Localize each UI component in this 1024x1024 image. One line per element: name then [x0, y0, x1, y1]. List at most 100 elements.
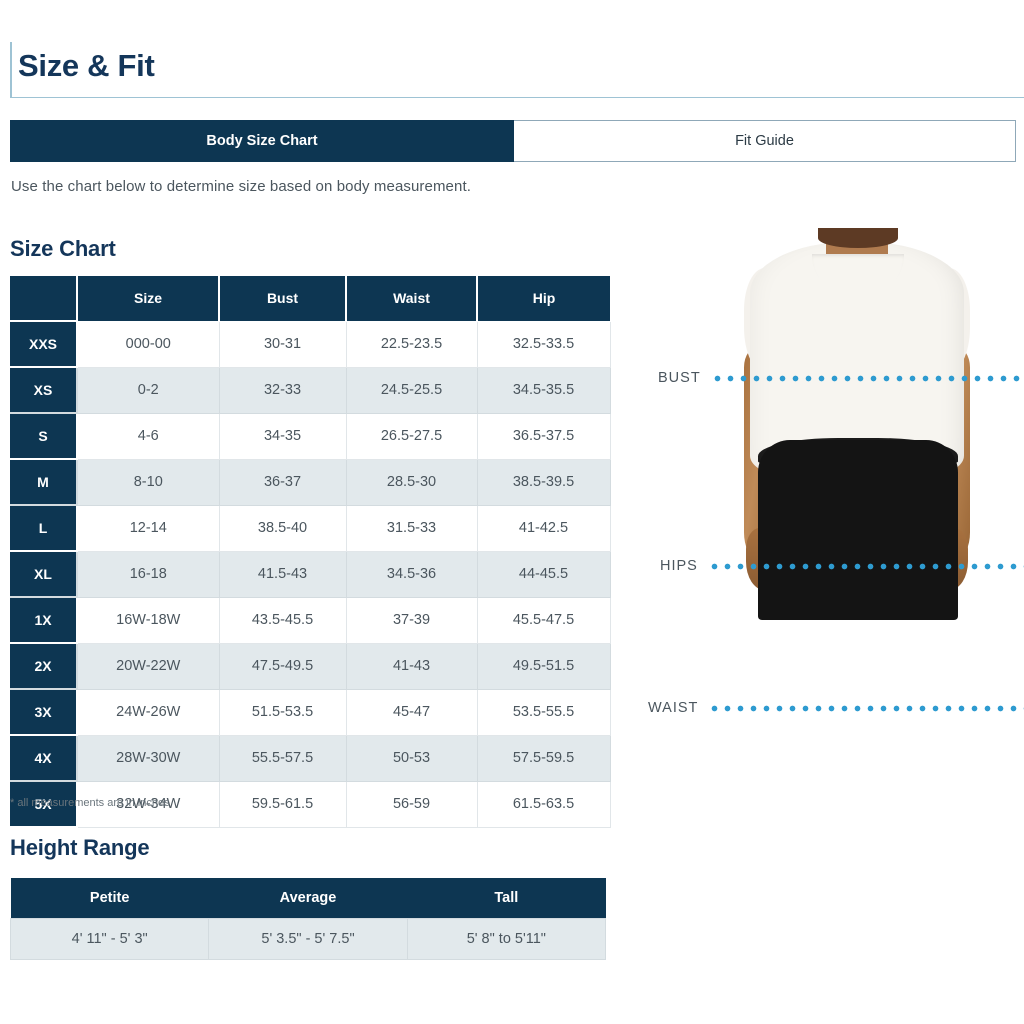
row-size-label: S — [10, 412, 78, 460]
cell-size: 16-18 — [76, 550, 220, 598]
cell-hip: 41-42.5 — [476, 504, 611, 552]
cell-size: 000-00 — [76, 320, 220, 368]
row-size-label: XS — [10, 366, 78, 414]
cell-bust: 34-35 — [218, 412, 347, 460]
waist-dotted-line-icon — [708, 704, 1024, 712]
cell-bust: 47.5-49.5 — [218, 642, 347, 690]
row-size-label: XXS — [10, 320, 78, 368]
page-title: Size & Fit — [18, 48, 155, 83]
hips-label: HIPS — [660, 558, 698, 574]
cell-hip: 44-45.5 — [476, 550, 611, 598]
table-row: 2X 20W-22W 47.5-49.5 41-43 49.5-51.5 — [10, 642, 611, 690]
cell-hip: 32.5-33.5 — [476, 320, 611, 368]
row-size-label: 5X — [10, 780, 78, 828]
cell-size: 0-2 — [76, 366, 220, 414]
hips-measurement-line: HIPS — [660, 558, 1024, 574]
cell-waist: 22.5-23.5 — [345, 320, 478, 368]
cell-waist: 24.5-25.5 — [345, 366, 478, 414]
cell-hip: 49.5-51.5 — [476, 642, 611, 690]
tab-body-size-chart[interactable]: Body Size Chart — [10, 120, 514, 162]
waist-label: WAIST — [648, 700, 699, 716]
cell-size: 20W-22W — [76, 642, 220, 690]
table-row: 4X 28W-30W 55.5-57.5 50-53 57.5-59.5 — [10, 734, 611, 782]
cell-hip: 38.5-39.5 — [476, 458, 611, 506]
cell-waist: 26.5-27.5 — [345, 412, 478, 460]
cell-waist: 41-43 — [345, 642, 478, 690]
row-size-label: M — [10, 458, 78, 506]
cell-size: 28W-30W — [76, 734, 220, 782]
bust-measurement-line: BUST — [658, 370, 1024, 386]
cell-bust: 41.5-43 — [218, 550, 347, 598]
column-header-blank — [10, 276, 77, 322]
height-range-header-row: Petite Average Tall — [10, 878, 606, 919]
intro-text: Use the chart below to determine size ba… — [11, 178, 471, 195]
cell-bust: 32-33 — [218, 366, 347, 414]
column-header-average: Average — [208, 878, 408, 919]
cell-size: 12-14 — [76, 504, 220, 552]
table-row: 1X 16W-18W 43.5-45.5 37-39 45.5-47.5 — [10, 596, 611, 644]
model-pants — [758, 440, 958, 620]
cell-size: 32W-34W — [76, 780, 220, 828]
cell-bust: 36-37 — [218, 458, 347, 506]
cell-waist: 37-39 — [345, 596, 478, 644]
height-range-table: Petite Average Tall 4' 11" - 5' 3" 5' 3.… — [9, 878, 607, 960]
table-row: 5X 32W-34W 59.5-61.5 56-59 61.5-63.5 — [10, 780, 611, 828]
model-chin — [818, 228, 898, 248]
column-header-size: Size — [76, 276, 219, 322]
size-chart-heading: Size Chart — [10, 236, 116, 261]
row-size-label: 1X — [10, 596, 78, 644]
cell-waist: 45-47 — [345, 688, 478, 736]
row-size-label: 3X — [10, 688, 78, 736]
tab-bar: Body Size Chart Fit Guide — [10, 120, 1016, 162]
column-header-hip: Hip — [476, 276, 610, 322]
cell-waist: 50-53 — [345, 734, 478, 782]
hips-dotted-line-icon — [707, 562, 1024, 570]
cell-bust: 30-31 — [218, 320, 347, 368]
bust-dotted-line-icon — [710, 374, 1024, 382]
table-row: 3X 24W-26W 51.5-53.5 45-47 53.5-55.5 — [10, 688, 611, 736]
cell-waist: 28.5-30 — [345, 458, 478, 506]
cell-bust: 38.5-40 — [218, 504, 347, 552]
page-title-container: Size & Fit — [10, 42, 1024, 98]
table-row: 4' 11" - 5' 3" 5' 3.5" - 5' 7.5" 5' 8" t… — [9, 918, 607, 960]
table-row: S 4-6 34-35 26.5-27.5 36.5-37.5 — [10, 412, 611, 460]
tab-fit-guide[interactable]: Fit Guide — [514, 120, 1016, 162]
row-size-label: 4X — [10, 734, 78, 782]
tab-body-size-chart-label: Body Size Chart — [206, 133, 318, 149]
cell-tall: 5' 8" to 5'11" — [406, 918, 607, 960]
column-header-bust: Bust — [218, 276, 346, 322]
bust-label: BUST — [658, 370, 701, 386]
column-header-waist: Waist — [345, 276, 477, 322]
tab-fit-guide-label: Fit Guide — [735, 133, 794, 149]
cell-hip: 57.5-59.5 — [476, 734, 611, 782]
cell-hip: 34.5-35.5 — [476, 366, 611, 414]
cell-waist: 31.5-33 — [345, 504, 478, 552]
table-row: XXS 000-00 30-31 22.5-23.5 32.5-33.5 — [10, 320, 611, 368]
cell-size: 4-6 — [76, 412, 220, 460]
cell-petite: 4' 11" - 5' 3" — [9, 918, 210, 960]
row-size-label: L — [10, 504, 78, 552]
table-row: M 8-10 36-37 28.5-30 38.5-39.5 — [10, 458, 611, 506]
measurements-footnote: * all measurements are in inches — [10, 797, 170, 809]
cell-size: 24W-26W — [76, 688, 220, 736]
body-measurement-figure: BUST WAIST HIPS — [630, 228, 1024, 716]
cell-size: 16W-18W — [76, 596, 220, 644]
cell-hip: 45.5-47.5 — [476, 596, 611, 644]
table-row: L 12-14 38.5-40 31.5-33 41-42.5 — [10, 504, 611, 552]
cell-bust: 43.5-45.5 — [218, 596, 347, 644]
cell-waist: 34.5-36 — [345, 550, 478, 598]
cell-hip: 53.5-55.5 — [476, 688, 611, 736]
table-row: XS 0-2 32-33 24.5-25.5 34.5-35.5 — [10, 366, 611, 414]
height-range-heading: Height Range — [10, 835, 150, 860]
cell-bust: 55.5-57.5 — [218, 734, 347, 782]
row-size-label: 2X — [10, 642, 78, 690]
cell-size: 8-10 — [76, 458, 220, 506]
column-header-tall: Tall — [407, 878, 606, 919]
column-header-petite: Petite — [10, 878, 209, 919]
size-chart-header-row: Size Bust Waist Hip — [10, 276, 610, 322]
cell-hip: 61.5-63.5 — [476, 780, 611, 828]
cell-hip: 36.5-37.5 — [476, 412, 611, 460]
size-chart-table: Size Bust Waist Hip XXS 000-00 30-31 22.… — [10, 276, 611, 828]
cell-bust: 51.5-53.5 — [218, 688, 347, 736]
table-row: XL 16-18 41.5-43 34.5-36 44-45.5 — [10, 550, 611, 598]
